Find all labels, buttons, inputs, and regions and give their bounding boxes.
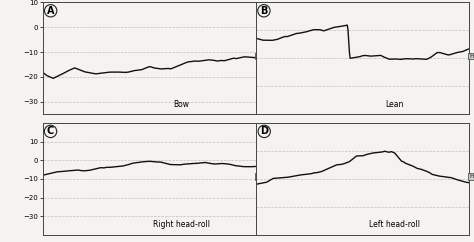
Text: D: D: [260, 126, 268, 136]
Text: Left head-roll: Left head-roll: [369, 220, 420, 229]
Text: C: C: [47, 126, 54, 136]
Text: H: H: [256, 174, 261, 179]
Text: Lean: Lean: [385, 99, 404, 108]
Text: H: H: [469, 174, 474, 179]
Text: Bow: Bow: [173, 99, 189, 108]
Text: H: H: [256, 53, 261, 59]
Text: A: A: [47, 6, 55, 16]
Text: Right head-roll: Right head-roll: [153, 220, 210, 229]
Text: H: H: [469, 53, 474, 59]
Text: B: B: [260, 6, 268, 16]
